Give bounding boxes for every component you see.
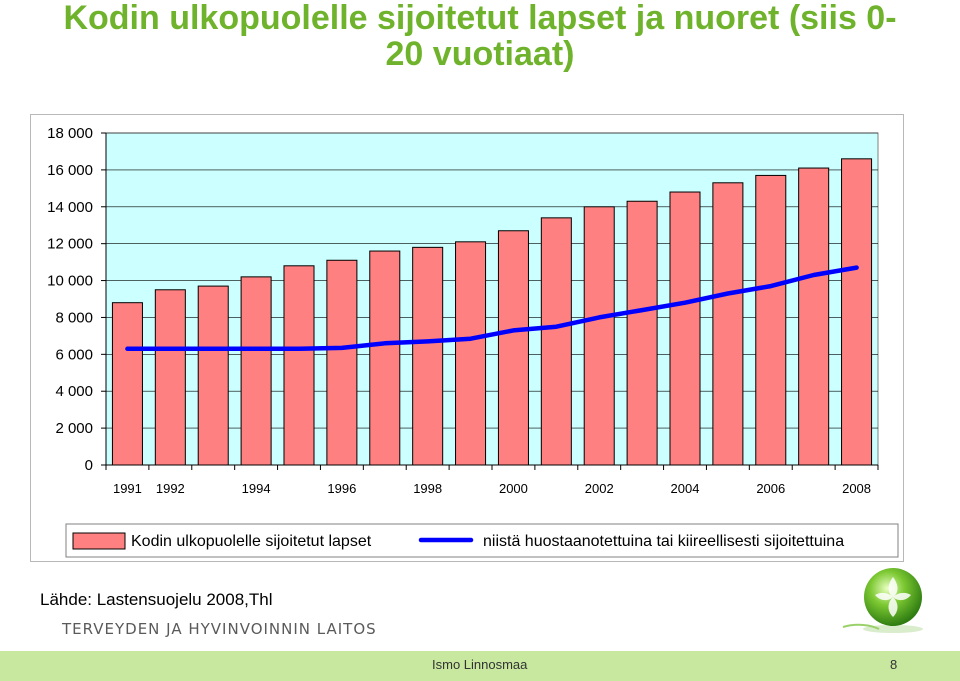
bar-1993 — [197, 285, 229, 466]
y-tick-label: 4 000 — [55, 383, 93, 400]
y-tick-label: 14 000 — [47, 199, 93, 216]
legend-bar-swatch — [72, 532, 126, 550]
bar-1999 — [455, 241, 487, 466]
x-axis-ticks: 1991 1992 1994 1996 1998 2000 2002 2004 2006 2008 — [105, 465, 879, 496]
slide-title: Kodin ulkopuolelle sijoitetut lapset ja … — [63, 0, 897, 73]
x-tick-label: 2006 — [756, 481, 785, 496]
x-tick-label: 2000 — [499, 481, 528, 496]
footer-bar — [0, 651, 960, 681]
y-tick-label: 10 000 — [47, 273, 93, 290]
chart-frame: 0 2 000 4 000 6 000 8 000 10 000 12 000 14 000 1… — [30, 114, 904, 562]
x-tick-label: 1991 — [113, 481, 142, 496]
bar-1998 — [412, 246, 444, 466]
bar-2004 — [669, 191, 701, 466]
legend-box — [65, 523, 899, 558]
y-tick-label: 6 000 — [55, 346, 93, 363]
bar-2008 — [841, 158, 873, 466]
x-tick-label: 2008 — [842, 481, 871, 496]
y-tick-label: 2 000 — [55, 420, 93, 437]
x-tick-label: 2002 — [585, 481, 614, 496]
x-tick-label: 1998 — [413, 481, 442, 496]
y-tick-label: 8 000 — [55, 309, 93, 326]
bar-1992 — [154, 289, 186, 466]
gridlines — [106, 132, 878, 429]
y-tick-label: 0 — [85, 457, 93, 474]
x-tick-label: 1996 — [327, 481, 356, 496]
x-tick-label: 1992 — [156, 481, 185, 496]
legend-bar-label: Kodin ulkopuolelle sijoitetut lapset — [131, 533, 372, 550]
org-name: TERVEYDEN JA HYVINVOINNIN LAITOS — [62, 620, 377, 638]
bar-2003 — [626, 200, 658, 466]
bar-1997 — [369, 250, 401, 466]
line-series — [125, 265, 859, 352]
x-tick-label: 1994 — [242, 481, 271, 496]
bar-1994 — [240, 276, 272, 466]
footer-author: Ismo Linnosmaa — [432, 657, 528, 672]
x-tick-label: 2004 — [671, 481, 700, 496]
bar-2002 — [583, 206, 615, 466]
bar-2005 — [712, 182, 744, 466]
bar-series — [111, 158, 873, 466]
source-note: Lähde: Lastensuojelu 2008,Thl — [40, 590, 273, 609]
chart-svg: 0 2 000 4 000 6 000 8 000 10 000 12 000 14 000 1… — [47, 125, 899, 558]
bar-2001 — [540, 217, 572, 466]
line-huostaanotetut — [125, 265, 859, 352]
legend-line-label: niistä huostaanotettuina tai kiireellise… — [483, 533, 844, 550]
y-axis-ticks: 0 2 000 4 000 6 000 8 000 10 000 12 000 14 000 1… — [47, 125, 106, 474]
plot-area — [105, 132, 879, 466]
y-tick-label: 18 000 — [47, 125, 93, 142]
bar-1991 — [111, 302, 143, 466]
legend: Kodin ulkopuolelle sijoitetut lapset nii… — [65, 523, 899, 558]
green-leaf-sphere-icon — [842, 568, 923, 633]
page-number: 8 — [890, 657, 898, 672]
bar-2006 — [755, 174, 787, 466]
bar-2007 — [798, 167, 830, 466]
y-tick-label: 12 000 — [47, 236, 93, 253]
bar-1996 — [326, 259, 358, 466]
bar-2000 — [497, 230, 529, 466]
y-tick-label: 16 000 — [47, 162, 93, 179]
bar-1995 — [283, 265, 315, 466]
